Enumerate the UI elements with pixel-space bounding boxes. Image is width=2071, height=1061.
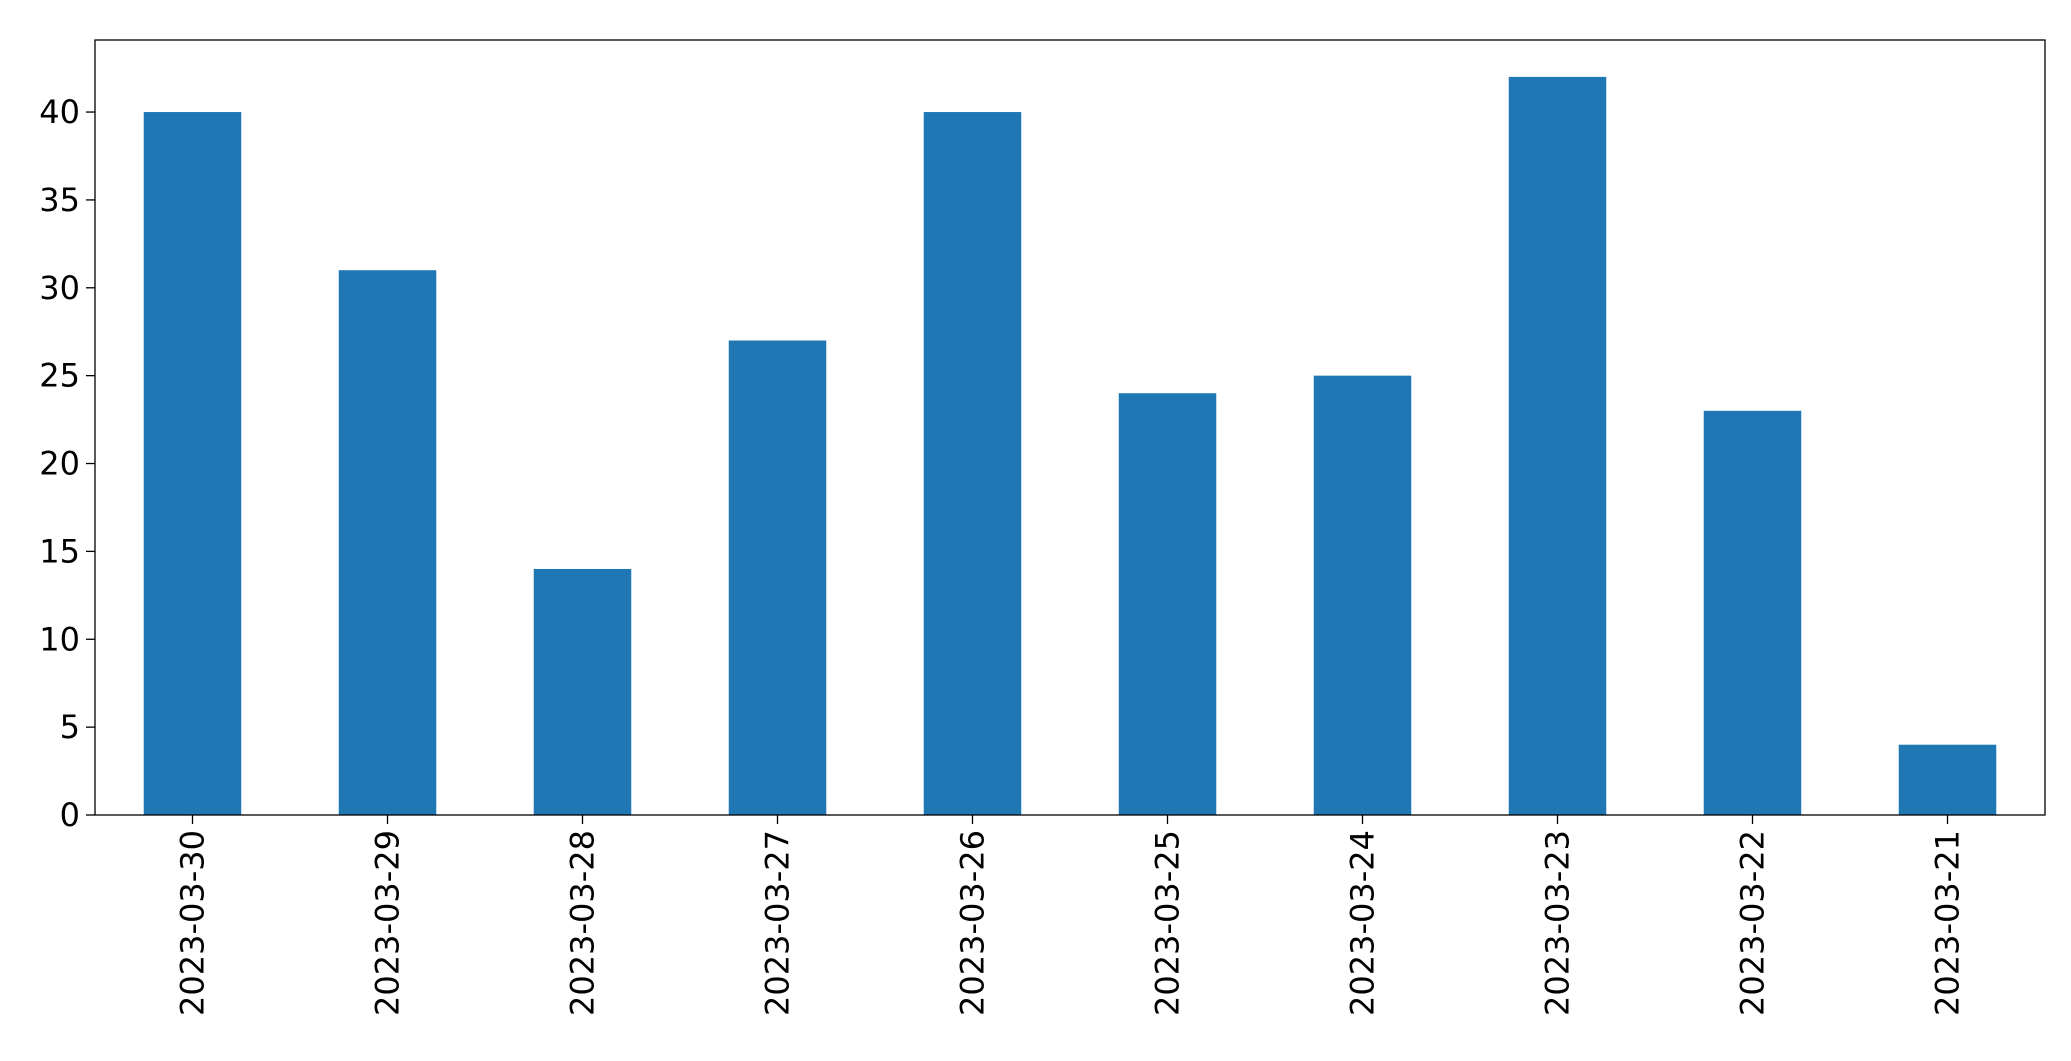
x-tick-label: 2023-03-30	[174, 830, 212, 1016]
bar-2023-03-28	[533, 568, 632, 815]
x-tick-label: 2023-03-28	[564, 830, 602, 1016]
x-tick-label: 2023-03-29	[369, 830, 407, 1016]
x-tick-label: 2023-03-24	[1344, 830, 1382, 1016]
x-tick-label: 2023-03-27	[759, 830, 797, 1016]
bar-2023-03-26	[923, 112, 1022, 816]
bar-2023-03-30	[143, 112, 242, 816]
plot-frame	[94, 39, 2046, 816]
x-axis-ticks: 2023-03-30 2023-03-29 2023-03-28 2023-03-27…	[174, 815, 1967, 1016]
x-tick-label: 2023-03-26	[954, 830, 992, 1016]
bar-2023-03-22	[1703, 410, 1802, 815]
bar-2023-03-25	[1118, 393, 1217, 815]
axes-layer	[94, 39, 2046, 816]
y-tick-label: 20	[39, 445, 80, 483]
y-tick-label: 40	[39, 93, 80, 131]
bar-2023-03-21	[1898, 744, 1997, 815]
bars-layer	[143, 76, 1997, 816]
y-tick-label: 10	[39, 620, 80, 658]
bar-2023-03-24	[1313, 375, 1412, 815]
x-tick-label: 2023-03-21	[1929, 830, 1967, 1016]
x-tick-label: 2023-03-25	[1149, 830, 1187, 1016]
y-tick-label: 30	[39, 269, 80, 307]
y-tick-label: 25	[39, 357, 80, 395]
x-tick-label: 2023-03-23	[1539, 830, 1577, 1016]
x-tick-label: 2023-03-22	[1734, 830, 1772, 1016]
y-tick-label: 0	[60, 796, 80, 834]
bar-2023-03-29	[338, 270, 437, 815]
bar-2023-03-23	[1508, 76, 1607, 815]
y-tick-label: 5	[60, 708, 80, 746]
y-tick-label: 35	[39, 181, 80, 219]
y-axis-ticks: 0 5 10 15 20 25 30 35 40	[39, 93, 95, 834]
y-tick-label: 15	[39, 532, 80, 570]
bar-2023-03-27	[728, 340, 827, 815]
